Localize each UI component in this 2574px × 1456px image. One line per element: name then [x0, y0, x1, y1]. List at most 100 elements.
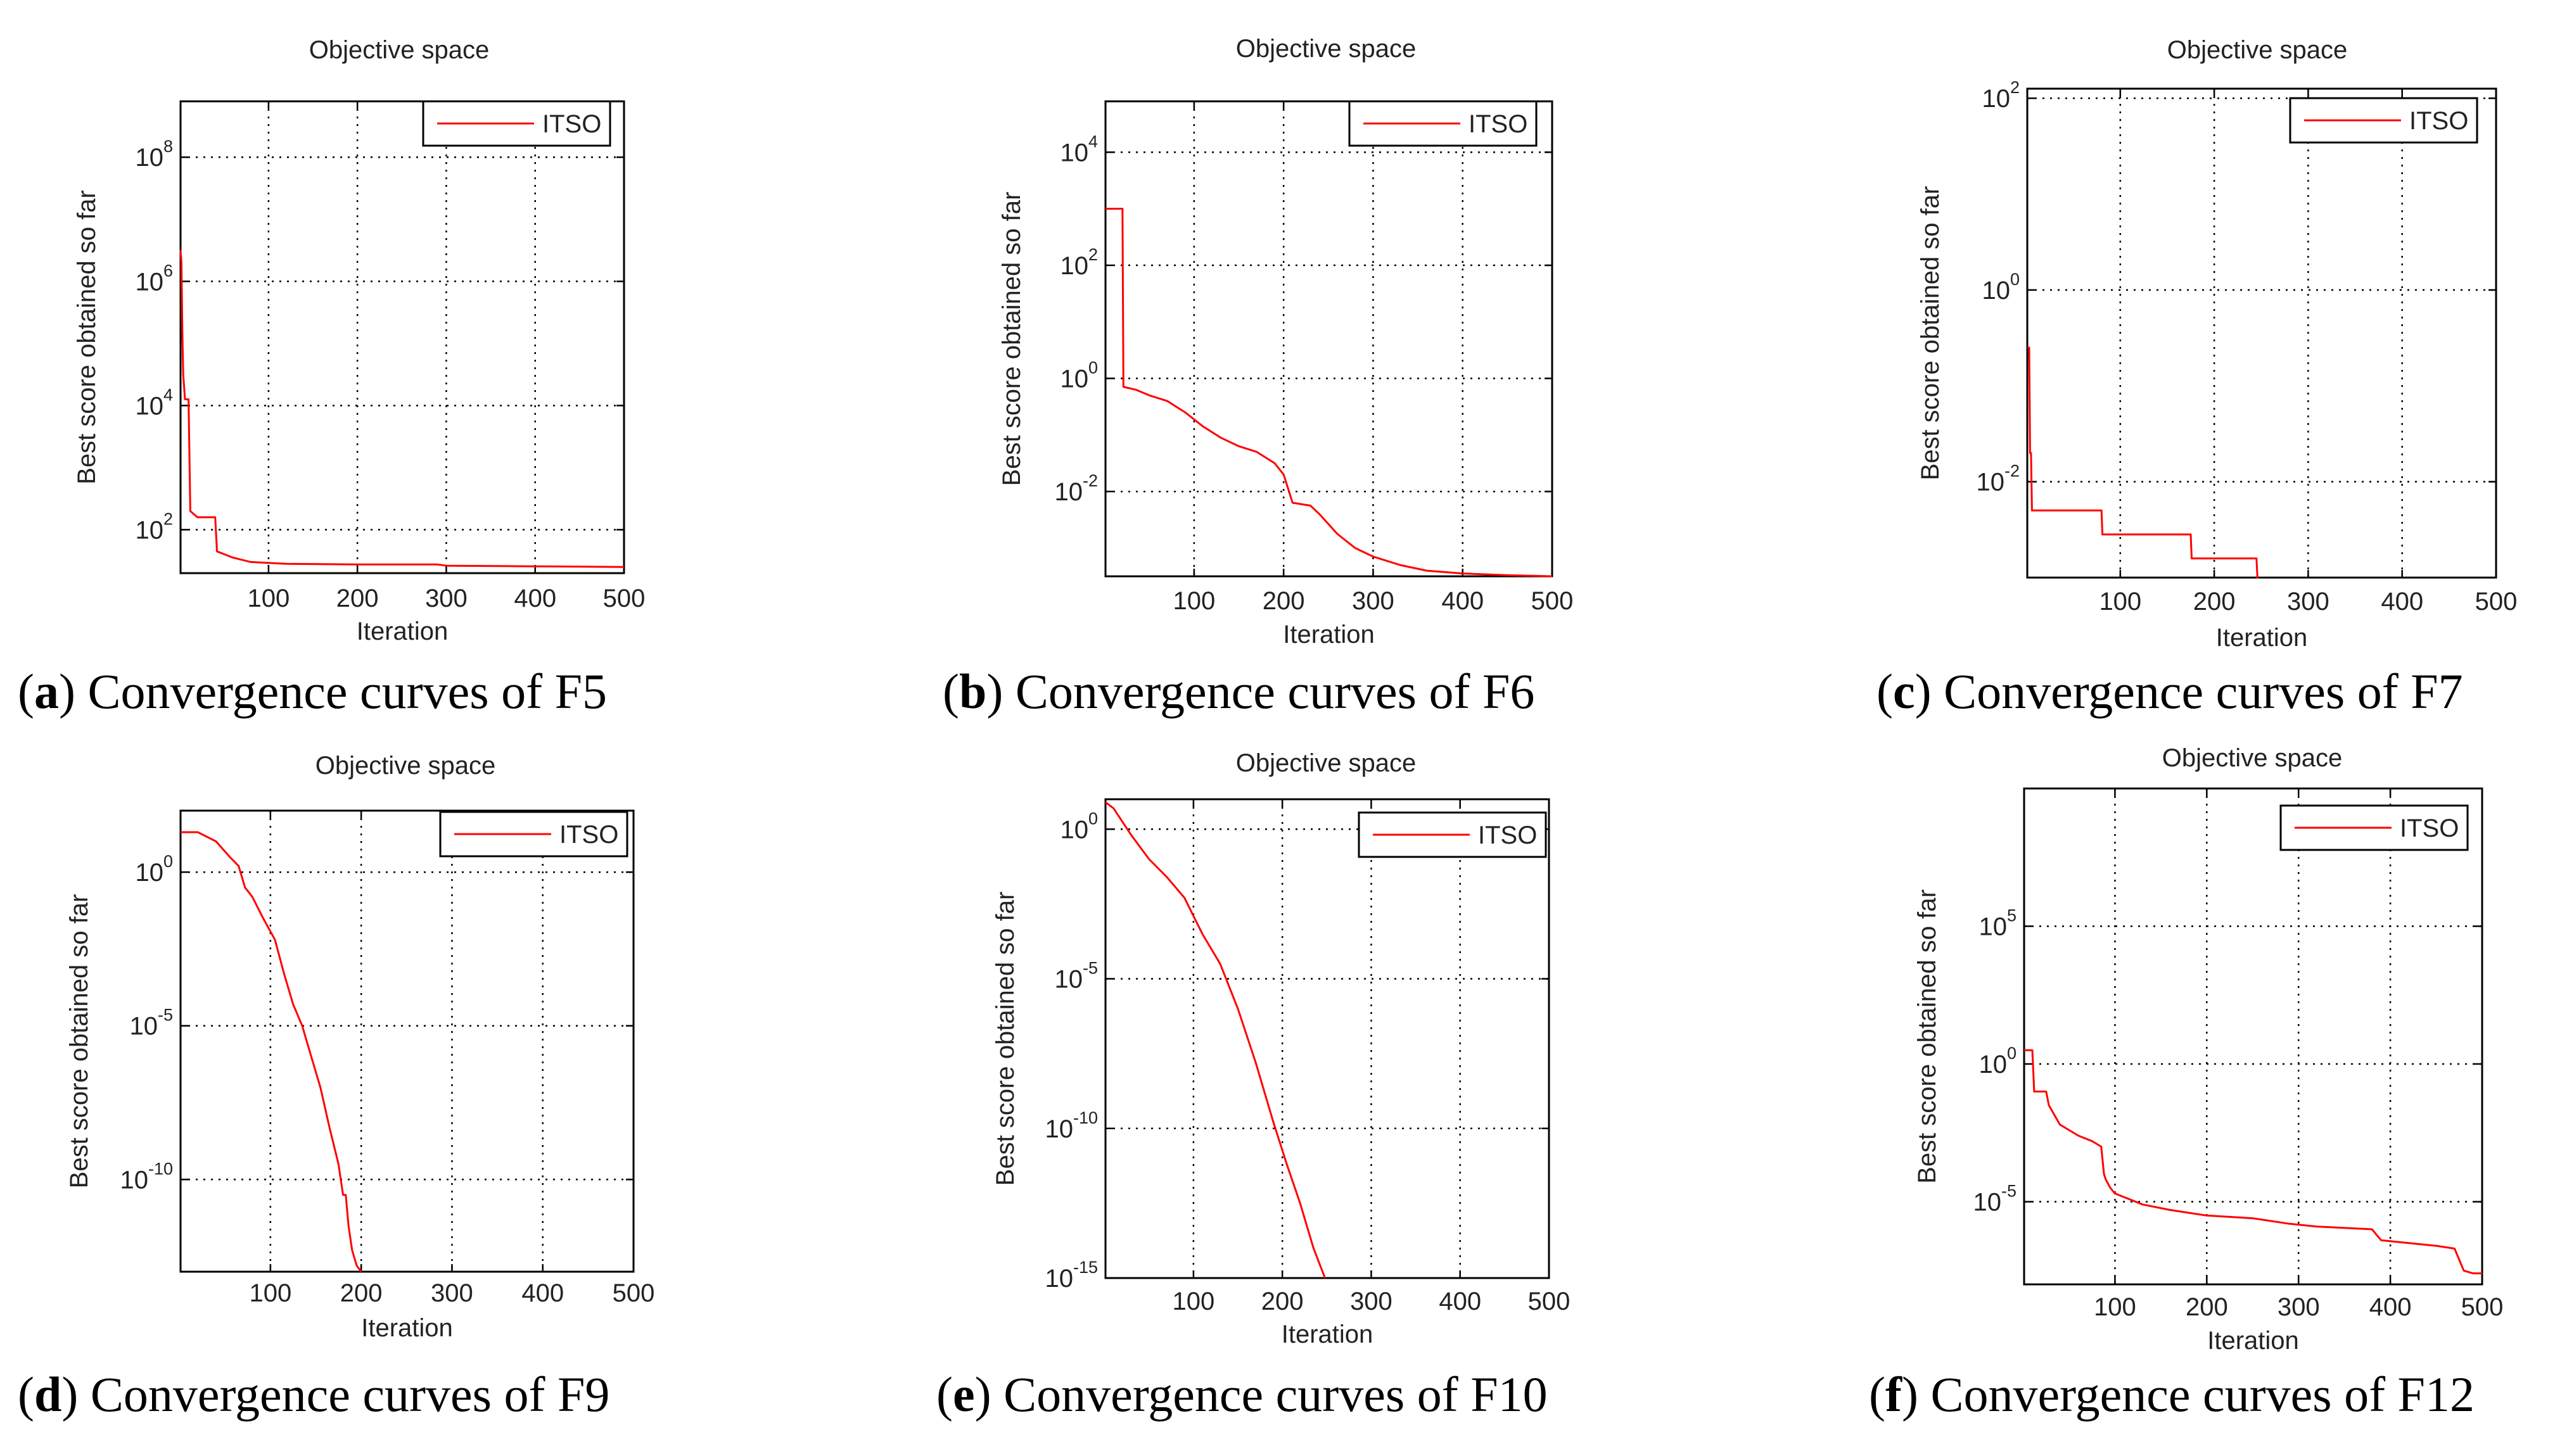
- x-tick-label: 200: [340, 1279, 383, 1307]
- x-axis-label: Iteration: [2216, 624, 2308, 652]
- series-line-itso: [179, 250, 625, 568]
- chart-title: Objective space: [1236, 35, 1417, 63]
- y-tick-label: 102: [1982, 78, 2020, 113]
- x-tick-label: 200: [2186, 1293, 2228, 1321]
- x-tick-label: 100: [249, 1279, 291, 1307]
- y-axis-label: Best score obtained so far: [1913, 889, 1941, 1184]
- legend: ITSO: [2289, 97, 2478, 144]
- y-tick-label: 10-10: [120, 1159, 173, 1194]
- x-axis-label: Iteration: [361, 1314, 453, 1342]
- x-tick-label: 500: [1531, 587, 1574, 615]
- plot-area: [1104, 100, 1553, 578]
- panel-caption: (c) Convergence curves of F7: [1876, 664, 2463, 719]
- panel-caption: (d) Convergence curves of F9: [18, 1367, 609, 1422]
- legend-label: ITSO: [559, 821, 618, 849]
- x-axis-label: Iteration: [1282, 1320, 1373, 1348]
- x-tick-label: 500: [2475, 588, 2518, 616]
- series-line-itso: [181, 831, 362, 1272]
- x-tick-label: 400: [2369, 1293, 2412, 1321]
- y-tick-label: 104: [1060, 132, 1098, 167]
- y-axis-label: Best score obtained so far: [998, 192, 1026, 486]
- legend: ITSO: [1358, 811, 1547, 858]
- y-tick-label: 10-5: [1054, 959, 1098, 994]
- legend-label: ITSO: [1478, 821, 1537, 849]
- series-line-itso: [2024, 1049, 2482, 1275]
- x-tick-label: 300: [2278, 1293, 2320, 1321]
- legend: ITSO: [439, 811, 628, 858]
- y-tick-label: 102: [135, 509, 173, 544]
- series-line-itso: [1105, 208, 1553, 578]
- x-tick-label: 300: [1350, 1288, 1392, 1315]
- chart-panel-b: 100 200 300 400 500 10-2 100 102 104 Objective sp…: [943, 35, 1573, 719]
- y-tick-label: 105: [1978, 906, 2017, 941]
- x-tick-label: 200: [2193, 588, 2236, 616]
- y-tick-label: 10-2: [1976, 462, 2020, 497]
- chart-panel-a: 100 200 300 400 500 102 104 106 108 Objective spa…: [18, 36, 645, 719]
- panel-caption: (f) Convergence curves of F12: [1869, 1367, 2475, 1422]
- chart-panel-f: 100 200 300 400 500 10-5 100 105 Objective space…: [1869, 744, 2503, 1422]
- x-axis-label: Iteration: [2207, 1327, 2299, 1355]
- plot-area: [179, 809, 635, 1273]
- x-tick-label: 500: [1528, 1288, 1571, 1315]
- x-tick-label: 300: [431, 1279, 473, 1307]
- y-tick-label: 10-15: [1045, 1258, 1098, 1293]
- x-tick-label: 400: [2381, 588, 2423, 616]
- x-tick-label: 400: [521, 1279, 564, 1307]
- x-tick-label: 400: [1441, 587, 1484, 615]
- x-tick-label: 100: [2099, 588, 2141, 616]
- legend-label: ITSO: [2409, 107, 2468, 135]
- x-tick-label: 400: [514, 585, 556, 612]
- y-tick-label: 104: [135, 385, 173, 420]
- series-line-itso: [1105, 801, 1326, 1279]
- legend: ITSO: [2279, 804, 2469, 851]
- x-tick-label: 200: [1261, 1288, 1304, 1315]
- legend-label: ITSO: [1469, 110, 1527, 138]
- chart-title: Objective space: [2167, 36, 2348, 64]
- x-tick-label: 300: [1352, 587, 1394, 615]
- x-tick-label: 100: [248, 585, 290, 612]
- y-tick-label: 10-2: [1054, 471, 1098, 506]
- legend-label: ITSO: [542, 110, 601, 138]
- legend: ITSO: [1348, 100, 1538, 147]
- plot-area: [1104, 798, 1550, 1279]
- chart-panel-d: 100 200 300 400 500 10-10 10-5 100 Objective spa…: [18, 752, 654, 1422]
- y-tick-label: 100: [1978, 1044, 2017, 1079]
- panel-caption: (e) Convergence curves of F10: [936, 1367, 1548, 1422]
- x-tick-label: 500: [603, 585, 646, 612]
- x-tick-label: 200: [1263, 587, 1305, 615]
- y-tick-label: 100: [135, 852, 173, 887]
- chart-title: Objective space: [1236, 749, 1417, 777]
- plot-area: [2026, 87, 2497, 579]
- x-axis-label: Iteration: [357, 617, 449, 645]
- y-tick-label: 100: [1060, 809, 1098, 844]
- x-tick-label: 500: [613, 1279, 655, 1307]
- plot-area: [179, 100, 625, 574]
- x-tick-label: 200: [336, 585, 379, 612]
- y-tick-label: 102: [1060, 245, 1098, 280]
- x-tick-label: 100: [2094, 1293, 2136, 1321]
- x-tick-label: 300: [425, 585, 468, 612]
- x-tick-label: 300: [2287, 588, 2329, 616]
- y-tick-label: 100: [1060, 358, 1098, 393]
- series-line-itso: [2027, 346, 2259, 579]
- chart-title: Objective space: [309, 36, 490, 64]
- y-tick-label: 106: [135, 261, 173, 296]
- y-tick-label: 10-10: [1045, 1108, 1098, 1143]
- y-axis-label: Best score obtained so far: [1916, 186, 1944, 481]
- plot-area: [2023, 787, 2483, 1286]
- panel-caption: (a) Convergence curves of F5: [18, 664, 607, 719]
- y-tick-label: 10-5: [129, 1006, 173, 1041]
- chart-panel-e: 100 200 300 400 500 10-15 10-10 10-5 100 Objectiv…: [936, 749, 1570, 1422]
- y-tick-label: 100: [1982, 270, 2020, 305]
- legend-label: ITSO: [2400, 814, 2459, 842]
- chart-panel-c: 100 200 300 400 500 10-2 100 102 Objective space…: [1876, 36, 2517, 719]
- x-tick-label: 100: [1173, 1288, 1215, 1315]
- y-tick-label: 10-5: [1973, 1182, 2017, 1217]
- chart-title: Objective space: [315, 752, 496, 780]
- y-axis-label: Best score obtained so far: [991, 892, 1019, 1186]
- x-tick-label: 500: [2461, 1293, 2504, 1321]
- panel-caption: (b) Convergence curves of F6: [943, 664, 1534, 719]
- legend: ITSO: [422, 100, 611, 147]
- x-axis-label: Iteration: [1283, 621, 1375, 649]
